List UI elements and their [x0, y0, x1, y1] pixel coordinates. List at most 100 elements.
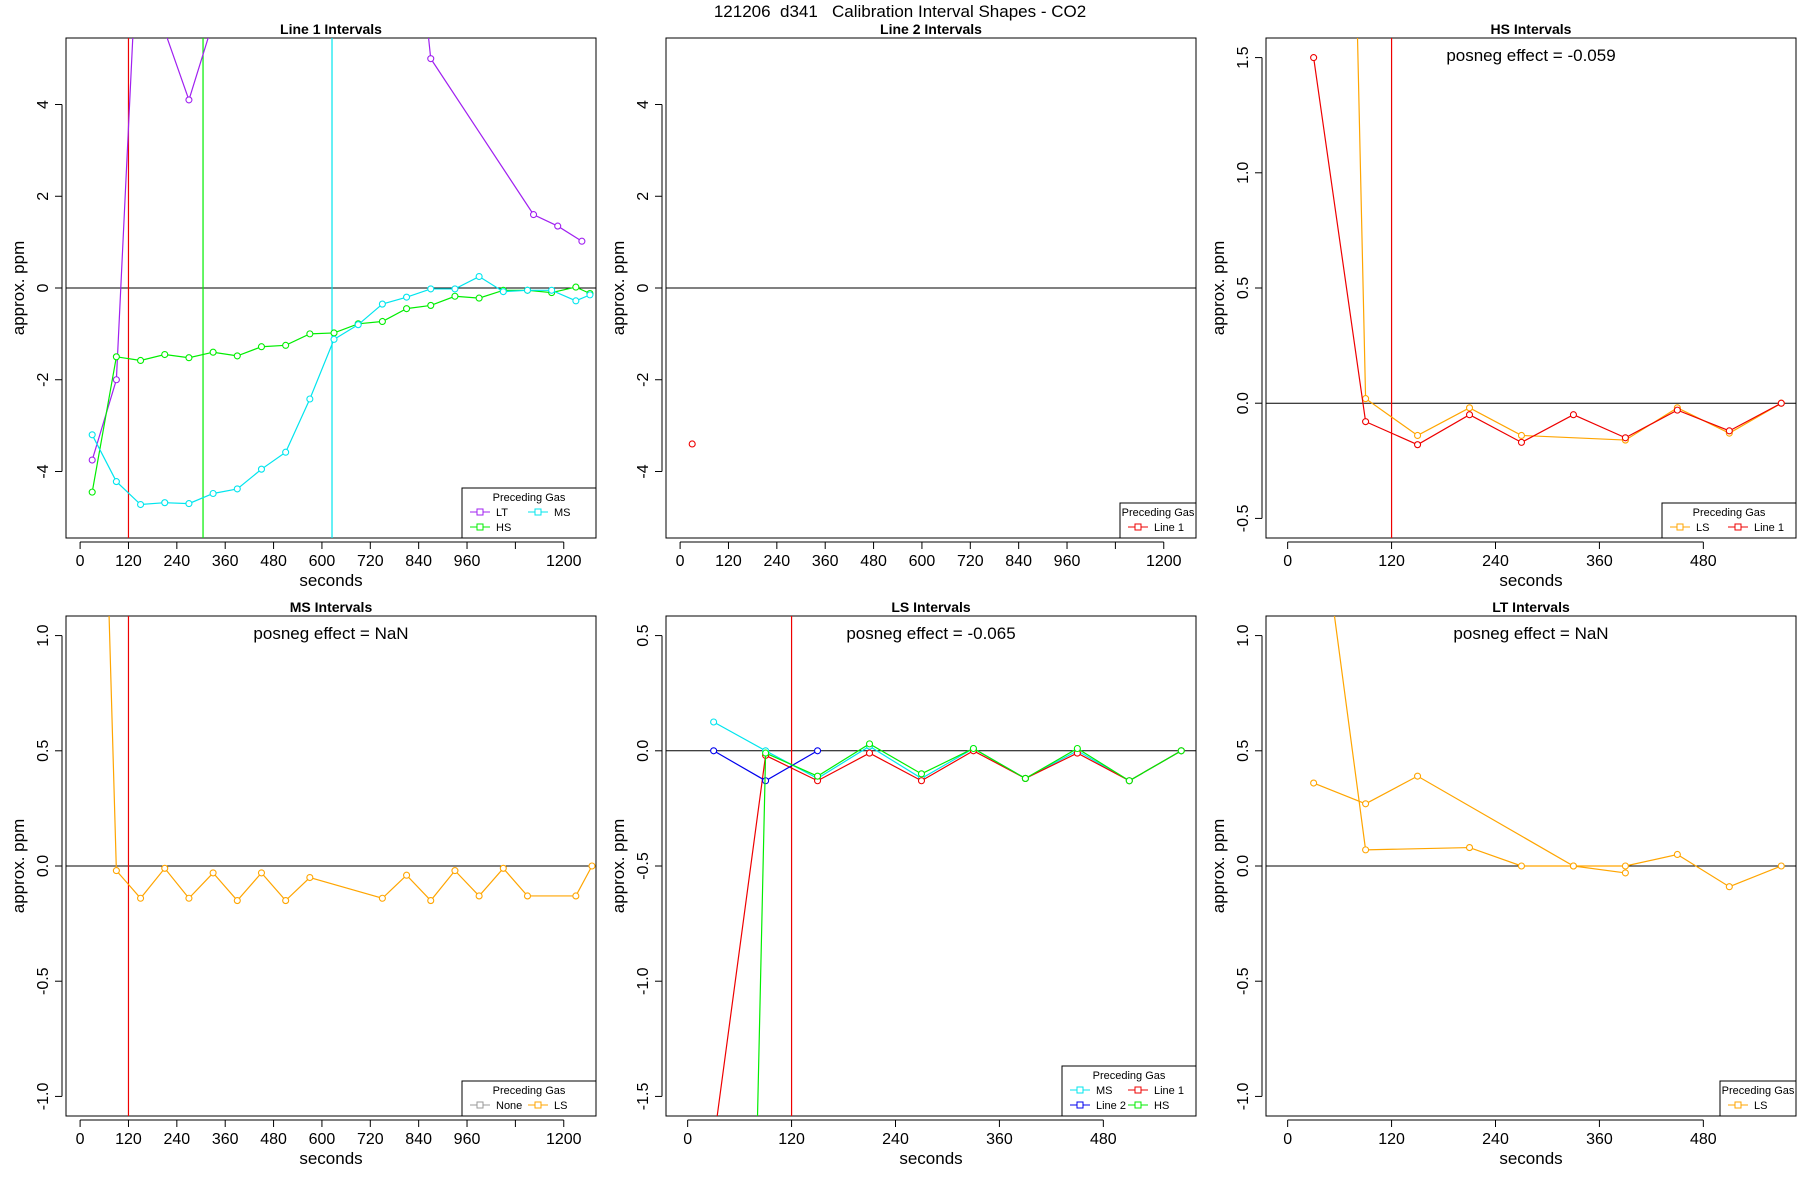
data-point [306, 873, 314, 882]
x-tick-label: 720 [357, 1131, 384, 1148]
x-tick-label: 360 [212, 553, 239, 570]
data-point [209, 869, 217, 877]
x-tick-label: 240 [882, 1131, 909, 1148]
legend-key-marker [1734, 1101, 1742, 1109]
data-point [257, 343, 266, 351]
data-point [282, 448, 290, 456]
data-point [529, 211, 538, 219]
data-point [1414, 431, 1422, 440]
data-point [112, 376, 120, 384]
data-point [112, 478, 120, 486]
data-point [499, 864, 507, 872]
data-point [257, 869, 266, 877]
series-line-ms [713, 721, 1182, 782]
y-tick-label: -2 [35, 373, 52, 387]
data-point [1362, 846, 1370, 854]
panel-title: LS Intervals [891, 599, 971, 615]
figure-title: 121206 d341 Calibration Interval Shapes … [713, 2, 1087, 21]
x-tick-label: 120 [1378, 553, 1405, 570]
data-point [710, 747, 718, 755]
data-point [1310, 779, 1318, 787]
x-tick-label: 360 [812, 553, 839, 570]
legend-title: Preceding Gas [1093, 1070, 1166, 1082]
plot-area [666, 616, 1196, 1145]
data-point [1517, 862, 1526, 870]
data-point [917, 770, 926, 778]
data-point [475, 892, 483, 900]
data-point [1362, 800, 1370, 808]
legend: Preceding Gas MS Line 1 Line 2 HS [1061, 1065, 1197, 1117]
legend-key-marker [534, 1101, 542, 1109]
data-point [233, 485, 241, 493]
data-point [1414, 772, 1422, 780]
data-point [161, 864, 169, 872]
data-point [1673, 850, 1681, 859]
y-tick-label: 1.0 [35, 624, 52, 646]
legend-entry-line-1: Line 1 [1754, 522, 1784, 534]
data-point [1362, 418, 1370, 426]
data-point [162, 28, 168, 34]
x-tick-label: 0 [1283, 1131, 1292, 1148]
x-tick-label: 120 [1378, 1131, 1405, 1148]
data-point [1465, 844, 1474, 852]
data-point [1125, 777, 1133, 785]
legend-entry-none: None [496, 1100, 522, 1112]
data-point [233, 897, 241, 905]
data-point [475, 272, 483, 281]
x-tick-label: 240 [763, 553, 790, 570]
legend-key-marker [476, 1101, 484, 1109]
y-tick-label: 4 [35, 100, 52, 109]
legend-entry-hs: HS [496, 522, 511, 534]
x-tick-label: 360 [1586, 553, 1613, 570]
y-tick-label: -1.0 [35, 1083, 52, 1111]
y-axis-label: approx. ppm [1209, 241, 1228, 336]
legend: Preceding Gas LT MS HS [461, 487, 597, 539]
data-point [969, 744, 977, 753]
y-tick-label: 0.5 [35, 740, 52, 762]
y-tick-label: -4 [35, 464, 52, 478]
x-tick-label: 960 [1054, 553, 1081, 570]
plot-area [66, 20, 596, 538]
data-point [588, 862, 596, 870]
data-point [754, 1139, 760, 1145]
legend-key-marker [476, 523, 484, 531]
x-axis-label: seconds [1499, 571, 1562, 590]
data-point [233, 352, 241, 360]
legend: Preceding Gas LS Line 1 [1661, 502, 1797, 539]
data-point [403, 293, 411, 301]
data-point [572, 297, 580, 305]
data-point [865, 749, 874, 757]
y-tick-label: -0.5 [635, 852, 652, 880]
x-tick-label: 480 [260, 1131, 287, 1148]
data-point [378, 300, 386, 308]
data-point [403, 871, 411, 879]
y-tick-label: 1.5 [1235, 46, 1252, 68]
y-tick-label: -1.5 [635, 1083, 652, 1111]
data-point [185, 500, 193, 508]
series-line-hs [91, 286, 591, 493]
x-tick-label: 720 [957, 553, 984, 570]
data-point [210, 20, 216, 25]
x-tick-label: 360 [986, 1131, 1013, 1148]
series-ls [108, 616, 596, 905]
data-point [475, 294, 483, 302]
data-point [578, 237, 586, 245]
series-line-1 [688, 440, 696, 448]
data-point [711, 1139, 717, 1145]
legend-entry-line-1: Line 1 [1154, 522, 1184, 534]
data-point [814, 747, 822, 755]
y-tick-label: 0.0 [1235, 855, 1252, 877]
posneg-annotation: posneg effect = NaN [253, 624, 408, 643]
y-tick-label: 0.5 [1235, 740, 1252, 762]
ls-intervals-chart: LS Intervals 0 120 240 360 480 seconds -1.5 -1.0… [609, 599, 1197, 1168]
data-point [185, 894, 193, 902]
data-point [137, 500, 145, 509]
data-point [257, 465, 266, 473]
x-tick-label: 120 [778, 1131, 805, 1148]
x-tick-label: 480 [860, 553, 887, 570]
series-line-hs [756, 743, 1182, 1116]
plot-frame [1265, 37, 1797, 539]
series-line-line-1 [1313, 57, 1782, 446]
data-point [112, 867, 120, 875]
